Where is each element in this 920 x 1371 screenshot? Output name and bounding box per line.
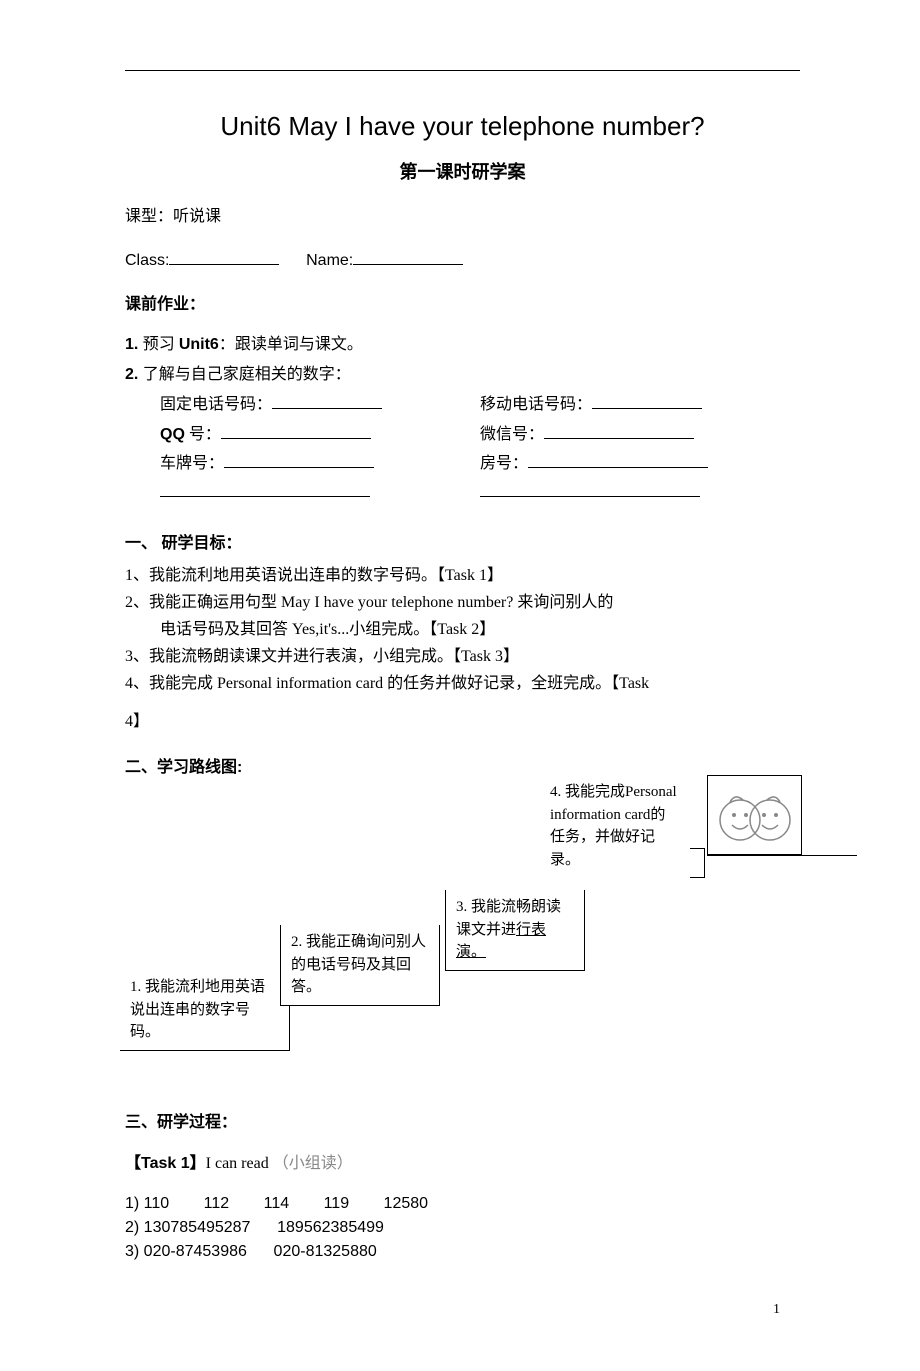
blank-r3c1[interactable] [224,452,374,468]
goal-3: 3、我能流畅朗读课文并进行表演，小组完成。【Task 3】 [125,643,800,670]
goal-1: 1、我能流利地用英语说出连串的数字号码。【Task 1】 [125,562,800,589]
class-name-line: Class: Name: [125,248,800,274]
hw-item-2: 2. 了解与自己家庭相关的数字： [125,362,800,388]
emoji-box [707,775,802,855]
task1-text: I can read [206,1155,273,1172]
class-type: 课型：听说课 [125,204,800,230]
homework-heading: 课前作业： [125,292,800,318]
hw2-num: 2. [125,366,138,383]
section3-heading: 三、研学过程： [125,1110,800,1136]
blank-r2c2[interactable] [544,423,694,439]
page-subtitle: 第一课时研学案 [125,158,800,187]
goals-list: 1、我能流利地用英语说出连串的数字号码。【Task 1】 2、我能正确运用句型 … [125,562,800,735]
name-blank[interactable] [353,249,463,265]
connector-4 [690,848,705,878]
blank-r1c1[interactable] [272,393,382,409]
emoji-connector [707,855,857,856]
top-divider [125,70,800,71]
number-row-2: 2) 130785495287 189562385499 [125,1216,800,1240]
blank-r3c2[interactable] [528,452,708,468]
number-list: 1) 110 112 114 119 12580 2) 130785495287… [125,1192,800,1264]
name-label: Name: [306,252,353,269]
goal-4b: 4】 [125,708,800,735]
num-1-4: 12580 [384,1192,429,1216]
num-1-1: 112 [204,1192,230,1216]
class-label: Class: [125,252,169,269]
blank-r2c2-label: 微信号： [480,426,544,443]
hw1-num: 1. [125,336,138,353]
number-row-3: 3) 020-87453986 020-81325880 [125,1240,800,1264]
num-1-2: 114 [264,1192,290,1216]
number-row-1: 1) 110 112 114 119 12580 [125,1192,800,1216]
hw1-text-c: ：跟读单词与课文。 [219,336,363,353]
page-title: Unit6 May I have your telephone number? [125,106,800,148]
task1-gray: （小组读） [273,1155,353,1172]
goal-4a: 4、我能完成 Personal information card 的任务并做好记… [125,670,800,697]
blank-r3c1-label: 车牌号： [160,455,224,472]
blank-r4c1[interactable] [160,481,370,497]
route-box-2: 2. 我能正确询问别人的电话号码及其回答。 [280,925,440,1006]
blank-r4c2[interactable] [480,481,700,497]
blank-r2c1b-label: 号： [185,426,221,443]
task1-bracket: 【Task 1】 [125,1155,206,1172]
blank-r1c1-label: 固定电话号码： [160,396,272,413]
route-box-4: 4. 我能完成Personal information card的任务，并做好记… [540,775,690,877]
hw1-text-a: 预习 [143,336,179,353]
goal-2b: 电话号码及其回答 Yes,it's...小组完成。【Task 2】 [125,616,800,643]
blank-r2c1[interactable] [221,423,371,439]
num-1-3: 119 [324,1192,350,1216]
blank-r2c1a-label: QQ [160,426,185,443]
task1-heading: 【Task 1】I can read （小组读） [125,1151,800,1177]
section2-heading: 二、学习路线图: [125,755,800,781]
hw-item-1: 1. 预习 Unit6：跟读单词与课文。 [125,332,800,358]
hw2-text: 了解与自己家庭相关的数字： [143,366,351,383]
num-1-0: 1) 110 [125,1192,169,1216]
blank-lines: 固定电话号码： 移动电话号码： QQ 号： 微信号： 车牌号： 房号： [125,391,800,506]
blank-r1c2-label: 移动电话号码： [480,396,592,413]
route-map: 1. 我能流利地用英语说出连串的数字号码。 2. 我能正确询问别人的电话号码及其… [125,785,800,1085]
blank-r3c2-label: 房号： [480,455,528,472]
goal-2a: 2、我能正确运用句型 May I have your telephone num… [125,589,800,616]
hw1-text-b: Unit6 [179,336,219,353]
class-blank[interactable] [169,249,279,265]
route-box-3: 3. 我能流畅朗读课文并进行表演。 [445,890,585,971]
route-box-1: 1. 我能流利地用英语说出连串的数字号码。 [120,970,290,1051]
smiley-icon [715,785,795,845]
blank-r1c2[interactable] [592,393,702,409]
section1-heading: 一、 研学目标： [125,531,800,557]
